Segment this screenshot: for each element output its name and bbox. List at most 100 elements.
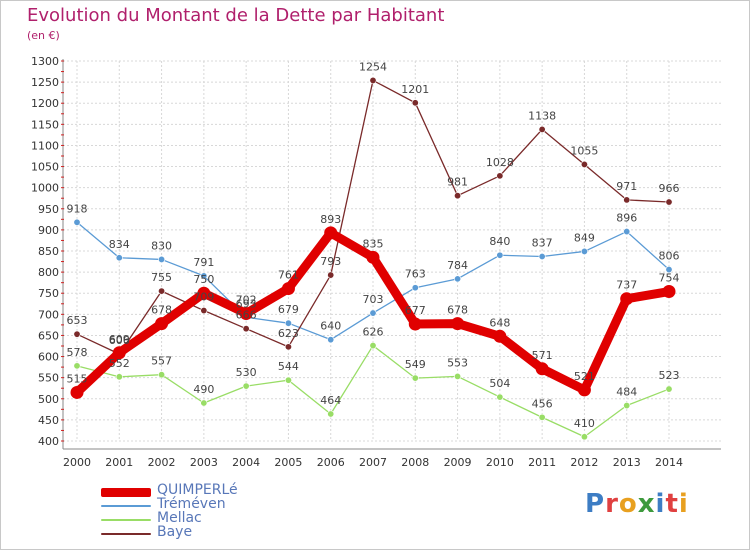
series-1-point bbox=[70, 385, 84, 399]
data-label: 606 bbox=[109, 334, 130, 347]
chart-unit-label: (en €) bbox=[27, 29, 60, 42]
logo-letter: r bbox=[605, 489, 619, 519]
data-label: 1201 bbox=[401, 83, 429, 96]
series-2-point bbox=[580, 247, 588, 255]
data-label: 830 bbox=[151, 239, 172, 252]
y-tick-label: 1050 bbox=[31, 161, 59, 174]
x-tick-label: 2013 bbox=[613, 456, 641, 469]
data-label: 793 bbox=[320, 255, 341, 268]
series-1-point bbox=[451, 317, 465, 331]
data-label: 834 bbox=[109, 238, 130, 251]
x-tick-label: 2001 bbox=[105, 456, 133, 469]
data-label: 1055 bbox=[570, 144, 598, 157]
data-label: 896 bbox=[616, 212, 637, 225]
data-label: 456 bbox=[532, 397, 553, 410]
series-3-point bbox=[411, 374, 419, 382]
series-3-point bbox=[665, 385, 673, 393]
y-tick-label: 500 bbox=[38, 393, 59, 406]
series-2-point bbox=[369, 309, 377, 317]
legend-label: QUIMPERLé bbox=[157, 482, 238, 498]
series-4-point bbox=[284, 343, 292, 351]
series-2-point bbox=[327, 336, 335, 344]
legend-swatch bbox=[101, 533, 151, 535]
series-4-point bbox=[200, 307, 208, 315]
series-4-point bbox=[242, 325, 250, 333]
x-tick-label: 2008 bbox=[401, 456, 429, 469]
series-4-point bbox=[411, 99, 419, 107]
legend-label: Tréméven bbox=[157, 496, 226, 512]
series-2-point bbox=[73, 218, 81, 226]
y-tick-label: 1100 bbox=[31, 139, 59, 152]
data-label: 784 bbox=[447, 259, 468, 272]
chart-title: Evolution du Montant de la Dette par Hab… bbox=[27, 5, 445, 26]
data-label: 490 bbox=[193, 383, 214, 396]
x-tick-label: 2011 bbox=[528, 456, 556, 469]
data-label: 966 bbox=[659, 182, 680, 195]
series-1-point bbox=[112, 346, 126, 360]
y-tick-label: 650 bbox=[38, 329, 59, 342]
data-label: 552 bbox=[109, 357, 130, 370]
series-1-point bbox=[493, 329, 507, 343]
series-4-point bbox=[369, 76, 377, 84]
data-label: 703 bbox=[363, 293, 384, 306]
data-label: 648 bbox=[489, 316, 510, 329]
data-label: 504 bbox=[489, 377, 510, 390]
series-4-point bbox=[327, 271, 335, 279]
legend-swatch bbox=[101, 487, 151, 497]
x-tick-label: 2007 bbox=[359, 456, 387, 469]
legend-swatch bbox=[101, 505, 151, 507]
y-tick-label: 950 bbox=[38, 203, 59, 216]
x-tick-label: 2005 bbox=[274, 456, 302, 469]
series-4-point bbox=[580, 160, 588, 168]
x-tick-label: 2000 bbox=[63, 456, 91, 469]
data-label: 410 bbox=[574, 417, 595, 430]
data-label: 763 bbox=[405, 268, 426, 281]
data-label: 693 bbox=[236, 297, 257, 310]
data-label: 702 bbox=[236, 293, 257, 306]
data-label: 971 bbox=[616, 180, 637, 193]
series-2-point bbox=[665, 266, 673, 274]
series-3-point bbox=[580, 433, 588, 441]
x-tick-label: 2003 bbox=[190, 456, 218, 469]
data-label: 1254 bbox=[359, 60, 387, 73]
data-label: 484 bbox=[616, 386, 637, 399]
series-2-point bbox=[200, 272, 208, 280]
y-tick-label: 450 bbox=[38, 414, 59, 427]
series-3-point bbox=[623, 402, 631, 410]
series-1-point bbox=[281, 282, 295, 296]
data-label: 849 bbox=[574, 231, 595, 244]
data-label: 761 bbox=[278, 269, 299, 282]
logo-letter: P bbox=[585, 489, 606, 519]
series-2-point bbox=[115, 254, 123, 262]
series-3-point bbox=[454, 372, 462, 380]
series-3-point bbox=[284, 376, 292, 384]
data-label: 557 bbox=[151, 355, 172, 368]
data-label: 918 bbox=[67, 202, 88, 215]
data-label: 737 bbox=[616, 279, 637, 292]
series-3-point bbox=[158, 371, 166, 379]
series-2-point bbox=[158, 255, 166, 263]
x-tick-label: 2004 bbox=[232, 456, 260, 469]
y-tick-label: 700 bbox=[38, 308, 59, 321]
series-4-point bbox=[665, 198, 673, 206]
x-tick-label: 2014 bbox=[655, 456, 683, 469]
logo-letter: o bbox=[618, 489, 638, 519]
data-label: 677 bbox=[405, 304, 426, 317]
data-label: 544 bbox=[278, 360, 299, 373]
series-1-point bbox=[620, 292, 634, 306]
series-3-point bbox=[369, 342, 377, 350]
y-tick-label: 1250 bbox=[31, 76, 59, 89]
data-label: 578 bbox=[67, 346, 88, 359]
series-1-point bbox=[324, 226, 338, 240]
series-4-point bbox=[73, 330, 81, 338]
data-label: 571 bbox=[532, 349, 553, 362]
data-label: 623 bbox=[278, 327, 299, 340]
data-label: 750 bbox=[193, 273, 214, 286]
series-3-point bbox=[496, 393, 504, 401]
proxiti-logo: Proxiti bbox=[585, 489, 689, 519]
data-label: 521 bbox=[574, 370, 595, 383]
data-label: 666 bbox=[236, 309, 257, 322]
series-3-point bbox=[327, 410, 335, 418]
